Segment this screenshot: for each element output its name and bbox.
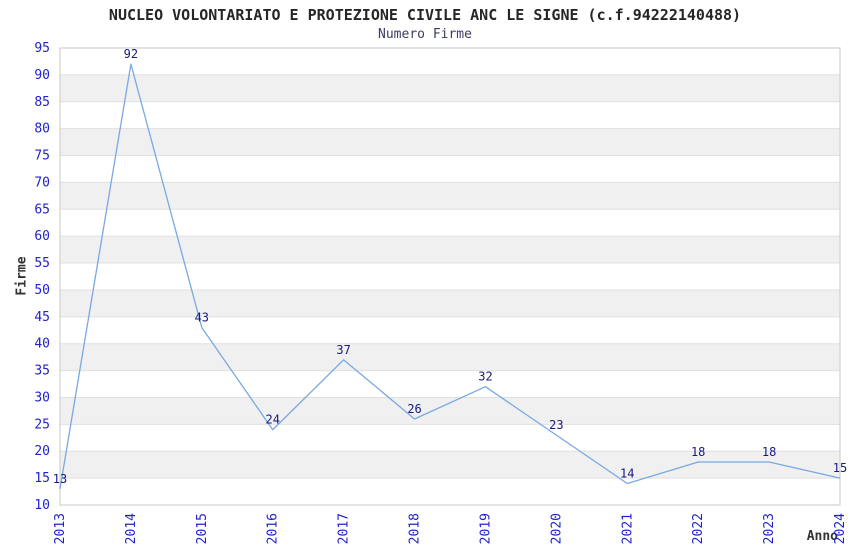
y-tick-label: 15 <box>34 471 50 486</box>
y-tick-label: 60 <box>34 229 50 244</box>
y-tick-label: 75 <box>34 149 50 164</box>
data-point-label: 18 <box>762 445 776 459</box>
x-tick-label: 2020 <box>549 513 564 544</box>
data-point-label: 32 <box>478 370 492 384</box>
data-line <box>59 63 841 489</box>
data-point-label: 18 <box>691 445 705 459</box>
plot-band <box>60 182 840 210</box>
x-tick-label: 2024 <box>833 513 848 544</box>
plot-band <box>60 451 840 479</box>
y-tick-label: 85 <box>34 95 50 110</box>
y-tick-label: 35 <box>34 364 50 379</box>
data-point-label: 24 <box>266 413 280 427</box>
x-tick-label: 2023 <box>762 513 777 544</box>
y-tick-label: 25 <box>34 417 50 432</box>
x-tick-label: 2016 <box>266 513 281 544</box>
data-point-label: 26 <box>407 402 421 416</box>
y-tick-label: 80 <box>34 122 50 137</box>
data-point-label: 92 <box>124 47 138 61</box>
x-tick-label: 2021 <box>620 513 635 544</box>
x-tick-label: 2015 <box>195 513 210 544</box>
chart-title: NUCLEO VOLONTARIATO E PROTEZIONE CIVILE … <box>108 6 742 24</box>
x-tick-label: 2019 <box>478 513 493 544</box>
y-tick-label: 50 <box>34 283 50 298</box>
data-point-label: 14 <box>620 466 634 480</box>
y-tick-label: 95 <box>34 41 50 56</box>
y-tick-label: 90 <box>34 68 50 83</box>
x-tick-label: 2013 <box>53 513 68 544</box>
y-tick-label: 55 <box>34 256 50 271</box>
x-tick-label: 2018 <box>408 513 423 544</box>
data-point-label: 13 <box>53 472 67 486</box>
plot-border <box>59 47 841 506</box>
data-point-label: 37 <box>336 343 350 357</box>
plot-band <box>60 397 840 425</box>
plot-band <box>60 236 840 264</box>
plot-band <box>60 128 840 156</box>
x-tick-label: 2017 <box>337 513 352 544</box>
chart-subtitle: Numero Firme <box>378 27 472 42</box>
x-tick-label: 2022 <box>691 513 706 544</box>
y-tick-label: 40 <box>34 337 50 352</box>
y-tick-label: 10 <box>34 498 50 513</box>
data-point-label: 43 <box>195 311 209 325</box>
plot-band <box>60 74 840 102</box>
y-tick-label: 70 <box>34 175 50 190</box>
x-axis-title: Anno <box>806 529 838 544</box>
y-tick-label: 20 <box>34 444 50 459</box>
x-tick-label: 2014 <box>124 513 139 544</box>
y-tick-label: 65 <box>34 202 50 217</box>
y-tick-label: 45 <box>34 310 50 325</box>
plot-band <box>60 343 840 371</box>
data-point-label: 23 <box>549 418 563 432</box>
plot-band <box>60 289 840 317</box>
data-point-label: 15 <box>833 461 847 475</box>
y-tick-label: 30 <box>34 390 50 405</box>
